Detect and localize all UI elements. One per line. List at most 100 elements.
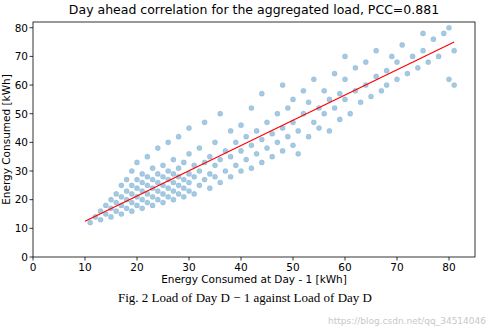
y-tick-label: 40 [15,136,28,148]
x-tick-label: 50 [286,261,299,273]
scatter-point [379,88,384,93]
y-tick [30,56,34,57]
scatter-point [155,197,160,202]
scatter-point [114,191,119,196]
scatter-point [342,97,347,102]
scatter-point [296,128,301,133]
scatter-point [420,31,425,36]
y-tick [30,27,34,28]
scatter-point [166,168,171,173]
scatter-point [103,203,108,208]
x-tick [345,257,346,261]
caption: Fig. 2 Load of Day D − 1 against Load of… [118,290,372,305]
scatter-point [218,180,223,185]
title: Day ahead correlation for the aggregated… [69,2,439,17]
scatter-point [171,180,176,185]
scatter-point [306,100,311,105]
scatter-point [202,120,207,125]
scatter-point [197,145,202,150]
scatter-point [124,188,129,193]
scatter-point [166,140,171,145]
scatter-point [186,125,191,130]
y-tick-label: 0 [21,251,28,263]
x-tick [33,257,34,261]
scatter-point [150,166,155,171]
scatter-point [202,177,207,182]
x-tick-label: 70 [390,261,403,273]
scatter-point [150,177,155,182]
plot-area [85,25,457,225]
scatter-point [124,177,129,182]
scatter-point [446,77,451,82]
scatter-point [259,160,264,165]
scatter-point [134,177,139,182]
scatter-point [228,154,233,159]
x-tick-label: 20 [130,261,143,273]
scatter-point [186,180,191,185]
scatter-point [145,174,150,179]
scatter-point [270,154,275,159]
scatter-point [155,145,160,150]
scatter-point [384,82,389,87]
scatter-point [207,154,212,159]
scatter-point [259,137,264,142]
scatter-point [145,183,150,188]
y-tick [30,257,34,258]
scatter-point [207,186,212,191]
scatter-point [342,77,347,82]
scatter-point [238,168,243,173]
y-tick [30,142,34,143]
scatter-point [264,120,269,125]
plot-frame [33,22,475,257]
scatter-point [311,120,316,125]
scatter-point [145,200,150,205]
scatter-point [166,194,171,199]
scatter-point [181,186,186,191]
x-tick [449,257,450,261]
scatter-point [327,128,332,133]
scatter-point [171,197,176,202]
scatter-point [145,154,150,159]
scatter-point [212,140,217,145]
scatter-point [233,163,238,168]
x-tick [293,257,294,261]
y-tick [30,199,34,200]
scatter-point [389,54,394,59]
scatter-point [140,197,145,202]
scatter-point [124,206,129,211]
scatter-point [129,191,134,196]
scatter-point [88,220,93,225]
scatter-point [108,197,113,202]
scatter-point [394,77,399,82]
scatter-point [171,188,176,193]
scatter-point [400,42,405,47]
scatter-point [140,180,145,185]
scatter-point [254,128,259,133]
scatter-point [186,188,191,193]
y-axis-label: Energy Consumed [kWh] [0,74,12,205]
scatter-point [322,88,327,93]
scatter-point [171,171,176,176]
scatter-point [415,65,420,70]
scatter-point [192,174,197,179]
scatter-point [285,105,290,110]
scatter-point [223,168,228,173]
x-tick-label: 10 [78,261,91,273]
scatter-point [129,183,134,188]
scatter-point [98,217,103,222]
scatter-point [353,65,358,70]
scatter-point [244,157,249,162]
scatter-point [452,82,457,87]
scatter-point [337,91,342,96]
scatter-point [431,37,436,42]
y-tick [30,85,34,86]
y-tick [30,228,34,229]
scatter-point [114,209,119,214]
scatter-point [290,143,295,148]
x-axis-label: Energy Consumed at Day - 1 [kWh] [161,273,347,285]
scatter-point [119,183,124,188]
scatter-point [368,94,373,99]
scatter-point [301,88,306,93]
scatter-point [332,105,337,110]
scatter-point [358,100,363,105]
